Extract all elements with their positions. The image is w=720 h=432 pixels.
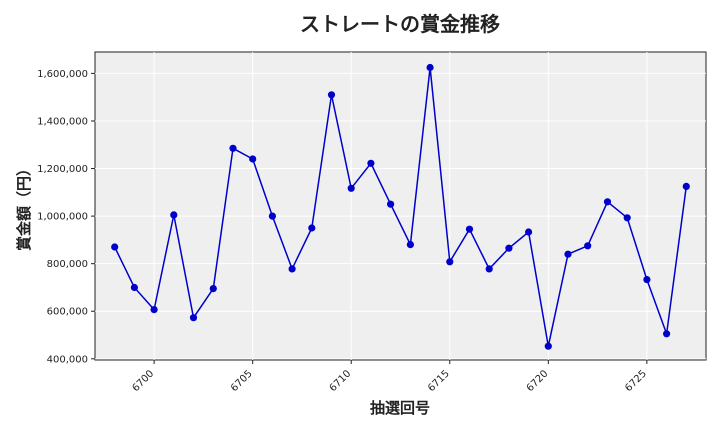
- data-point: [209, 285, 217, 293]
- data-point: [229, 144, 237, 152]
- data-point: [367, 159, 375, 167]
- x-tick-label: 6715: [426, 368, 452, 394]
- series-line-group: [111, 63, 690, 350]
- data-point: [603, 198, 612, 206]
- y-tick-label: 1,000,000: [37, 212, 88, 223]
- data-point: [446, 258, 454, 266]
- y-tick-label: 600,000: [47, 307, 88, 318]
- y-tick-label: 400,000: [47, 354, 88, 365]
- data-point: [327, 91, 336, 99]
- y-tick-label: 1,200,000: [37, 164, 88, 175]
- data-point: [111, 243, 119, 251]
- chart-title: ストレートの賞金推移: [300, 12, 500, 36]
- x-tick-label: 6725: [623, 368, 649, 394]
- data-point: [130, 283, 138, 292]
- series-line: [114, 67, 688, 347]
- data-point: [387, 200, 395, 208]
- x-axis-label: 抽選回号: [370, 399, 430, 417]
- data-point: [505, 244, 513, 252]
- grid: [95, 52, 706, 360]
- y-axis-label: 賞金額（円）: [15, 161, 33, 251]
- y-tick-label: 800,000: [47, 259, 88, 270]
- data-point: [406, 241, 414, 249]
- data-point: [465, 225, 474, 233]
- data-point: [643, 276, 651, 284]
- data-point: [308, 224, 316, 232]
- y-tick-label: 1,400,000: [37, 116, 88, 127]
- data-point: [564, 250, 572, 258]
- data-point: [525, 228, 533, 236]
- data-point: [288, 265, 296, 273]
- data-point: [150, 306, 158, 314]
- data-point: [623, 214, 631, 222]
- data-point: [663, 330, 671, 338]
- data-point: [584, 242, 592, 250]
- data-point: [426, 63, 434, 72]
- data-point: [347, 184, 355, 192]
- plot-area: [94, 51, 707, 361]
- data-point: [268, 212, 276, 220]
- data-point: [682, 182, 690, 190]
- data-point: [170, 211, 178, 219]
- data-point: [485, 265, 493, 273]
- x-tick-label: 6700: [130, 368, 156, 394]
- y-tick-label: 1,600,000: [37, 69, 88, 80]
- x-tick-label: 6710: [328, 368, 354, 394]
- data-point: [544, 342, 552, 350]
- data-point: [249, 155, 257, 163]
- data-point: [189, 314, 198, 322]
- x-tick-label: 6705: [229, 368, 255, 394]
- x-tick-label: 6720: [525, 368, 551, 394]
